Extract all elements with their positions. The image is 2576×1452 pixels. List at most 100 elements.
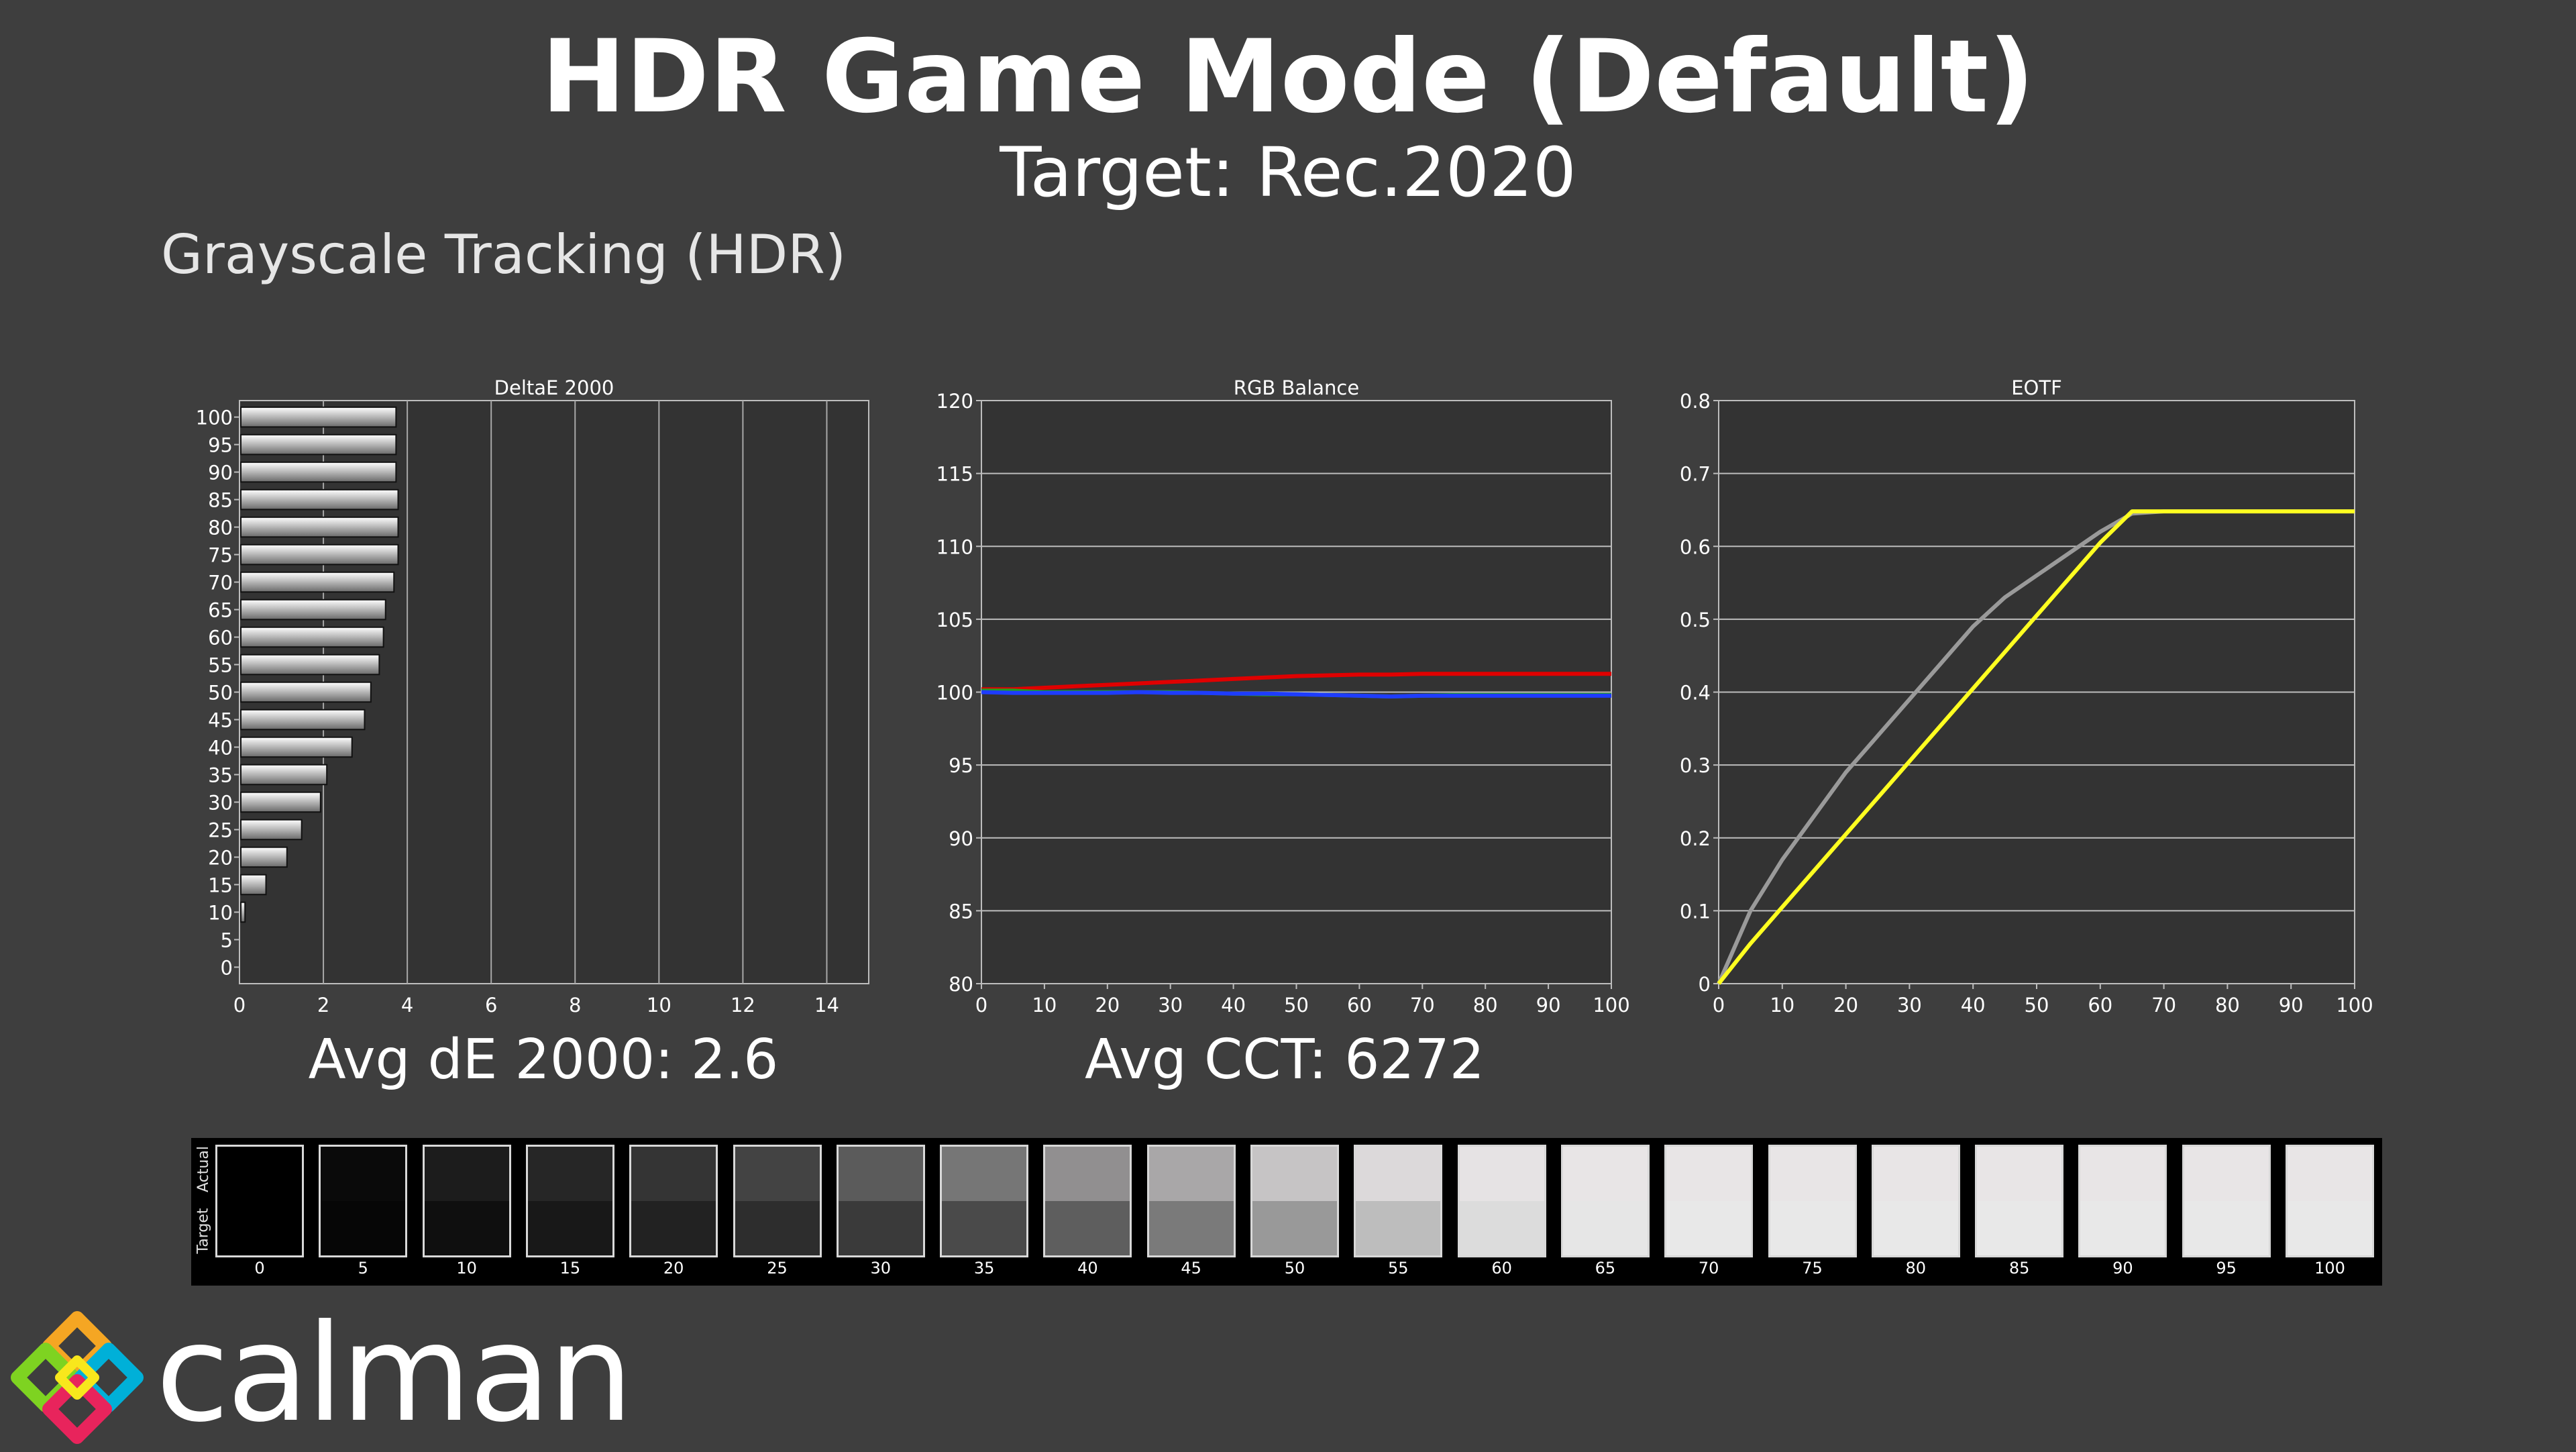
calman-logo: calman — [7, 1296, 664, 1452]
x-tick-label: 12 — [731, 994, 755, 1017]
bar — [240, 654, 380, 676]
x-tick-label: 40 — [1961, 994, 1986, 1017]
swatch — [1560, 1145, 1650, 1257]
series-line-0 — [981, 672, 1611, 692]
y-tick-label: 0.6 — [1680, 535, 1711, 558]
x-tick-label: 100 — [2336, 994, 2373, 1017]
swatch — [2078, 1145, 2167, 1257]
swatch-actual — [1562, 1147, 1648, 1201]
y-tick-label: 65 — [208, 599, 233, 622]
logo-diamond-center — [55, 1355, 99, 1400]
y-tick-label: 5 — [221, 929, 233, 951]
y-tick-label: 25 — [208, 819, 233, 841]
x-tick-label: 70 — [1410, 994, 1435, 1017]
bar — [240, 736, 353, 758]
x-tick-label: 80 — [2215, 994, 2240, 1017]
swatch — [2286, 1145, 2374, 1257]
x-tick-label: 6 — [485, 994, 497, 1017]
swatch-actual — [1977, 1147, 2062, 1201]
bar — [240, 461, 397, 483]
swatch-target — [1977, 1201, 2062, 1255]
y-tick-label: 85 — [208, 489, 233, 512]
swatch-label: 95 — [2216, 1259, 2237, 1278]
target-axis-label: Target — [195, 1207, 212, 1254]
swatch-label: 50 — [1284, 1259, 1305, 1278]
y-tick-label: 35 — [208, 764, 233, 786]
swatch-actual — [2080, 1147, 2165, 1201]
swatch-actual — [217, 1147, 302, 1201]
swatch-label: 35 — [973, 1259, 995, 1278]
swatch-label: 25 — [767, 1259, 788, 1278]
x-tick-label: 2 — [317, 994, 329, 1017]
swatch-target — [1666, 1201, 1752, 1255]
logo-wordmark: calman — [156, 1296, 633, 1452]
bar — [240, 681, 372, 703]
swatch-target — [217, 1201, 302, 1255]
y-tick-label: 20 — [208, 846, 233, 869]
swatch-target — [838, 1201, 923, 1255]
y-tick-label: 110 — [936, 535, 973, 558]
bar — [240, 516, 399, 538]
swatch — [1768, 1145, 1857, 1257]
x-tick-label: 90 — [2279, 994, 2304, 1017]
x-tick-label: 0 — [233, 994, 246, 1017]
swatch-label: 15 — [559, 1259, 581, 1278]
swatch-target — [321, 1201, 406, 1255]
swatch-label: 5 — [358, 1259, 368, 1278]
swatch-actual — [1459, 1147, 1544, 1201]
swatch-target — [1770, 1201, 1855, 1255]
y-tick-label: 10 — [208, 901, 233, 924]
swatch-actual — [1666, 1147, 1752, 1201]
swatch — [1975, 1145, 2064, 1257]
swatch-target — [2288, 1201, 2372, 1255]
y-tick-label: 45 — [208, 709, 233, 731]
swatch-target — [942, 1201, 1027, 1255]
y-tick-label: 55 — [208, 654, 233, 677]
bar — [240, 406, 397, 428]
swatch-target — [1356, 1201, 1441, 1255]
swatch-strip: Actual Target 0 5 10 15 20 25 30 35 40 45 50 55 60 65… — [191, 1138, 2382, 1286]
swatch-target — [2184, 1201, 2269, 1255]
swatch — [1871, 1145, 1960, 1257]
y-tick-label: 80 — [208, 517, 233, 539]
swatch-label: 80 — [1905, 1259, 1927, 1278]
swatch-actual — [1356, 1147, 1441, 1201]
calman-logo-icon — [11, 1311, 144, 1444]
swatch — [1354, 1145, 1443, 1257]
x-tick-label: 90 — [1536, 994, 1561, 1017]
swatch — [836, 1145, 925, 1257]
swatch-label: 70 — [1698, 1259, 1719, 1278]
y-tick-label: 40 — [208, 736, 233, 759]
bar — [240, 571, 395, 593]
avg-de-label: Avg dE 2000: 2.6 — [308, 1028, 779, 1092]
y-tick-label: 60 — [208, 627, 233, 650]
x-tick-label: 10 — [647, 994, 672, 1017]
bar — [240, 764, 328, 786]
swatch-label: 40 — [1077, 1259, 1098, 1278]
swatch-actual — [1252, 1147, 1337, 1201]
logo-diamond-bottom — [42, 1374, 112, 1444]
x-tick-label: 50 — [1284, 994, 1309, 1017]
y-tick-label: 0.4 — [1680, 682, 1711, 705]
y-tick-label: 90 — [208, 462, 233, 484]
swatch — [1043, 1145, 1132, 1257]
eotf-chart: 0 0.1 0.2 0.3 0.4 0.5 0.6 0.7 0.8 0 10 20 30 40 50 60 70… — [1680, 376, 2373, 1017]
swatch-label: 60 — [1491, 1259, 1512, 1278]
bar — [240, 846, 288, 868]
y-tick-label: 115 — [936, 463, 973, 486]
y-tick-label: 95 — [949, 754, 973, 777]
x-tick-label: 30 — [1158, 994, 1183, 1017]
y-tick-label: 95 — [208, 434, 233, 457]
swatch — [1457, 1145, 1546, 1257]
y-tick-label: 0 — [1699, 973, 1711, 996]
y-tick-label: 120 — [936, 390, 973, 413]
swatch-target — [2080, 1201, 2165, 1255]
swatch — [2182, 1145, 2271, 1257]
y-tick-label: 0.2 — [1680, 827, 1711, 850]
swatch-label: 55 — [1388, 1259, 1409, 1278]
swatch-label: 30 — [870, 1259, 892, 1278]
swatch-label: 75 — [1802, 1259, 1823, 1278]
x-tick-label: 20 — [1095, 994, 1120, 1017]
swatch-target — [1873, 1201, 1958, 1255]
bar — [240, 488, 399, 511]
